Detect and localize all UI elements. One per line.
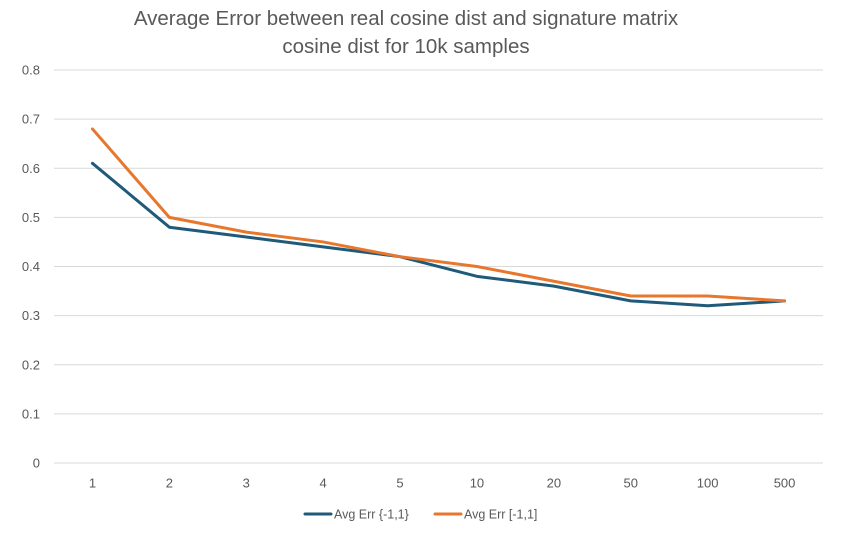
- y-tick-label: 0.8: [22, 63, 40, 78]
- legend-label: Avg Err [-1,1]: [464, 508, 537, 522]
- series-line-2: [90, 127, 787, 303]
- y-tick-label: 0.2: [22, 357, 40, 372]
- y-tick-label: 0.7: [22, 112, 40, 127]
- y-tick-label: 0.5: [22, 210, 40, 225]
- chart-title-line-2: cosine dist for 10k samples: [282, 35, 529, 58]
- x-tick-label: 500: [774, 476, 796, 491]
- y-tick-label: 0.1: [22, 406, 40, 421]
- chart-title-line-1: Average Error between real cosine dist a…: [134, 7, 679, 30]
- series-line-1: [90, 161, 787, 308]
- x-axis-tick-labels: 1 2 3 4 5 10 20 50 100 500: [89, 476, 796, 491]
- y-tick-label: 0: [33, 456, 40, 471]
- x-tick-label: 100: [697, 476, 719, 491]
- chart-title: Average Error between real cosine dist a…: [134, 7, 679, 58]
- x-tick-label: 10: [470, 476, 484, 491]
- y-tick-label: 0.3: [22, 308, 40, 323]
- y-axis-tick-labels: 0 0.1 0.2 0.3 0.4 0.5 0.6 0.7 0.8: [22, 63, 40, 471]
- legend: Avg Err {-1,1} Avg Err [-1,1]: [303, 508, 537, 522]
- x-tick-label: 4: [320, 476, 327, 491]
- series-lines: [90, 127, 787, 308]
- legend-label: Avg Err {-1,1}: [334, 508, 409, 522]
- legend-item: Avg Err {-1,1}: [303, 508, 409, 522]
- legend-item: Avg Err [-1,1]: [433, 508, 537, 522]
- x-tick-label: 2: [166, 476, 173, 491]
- x-tick-label: 3: [243, 476, 250, 491]
- x-tick-label: 5: [396, 476, 403, 491]
- x-tick-label: 50: [624, 476, 638, 491]
- x-tick-label: 20: [547, 476, 561, 491]
- x-tick-label: 1: [89, 476, 96, 491]
- y-tick-label: 0.6: [22, 161, 40, 176]
- y-tick-label: 0.4: [22, 259, 40, 274]
